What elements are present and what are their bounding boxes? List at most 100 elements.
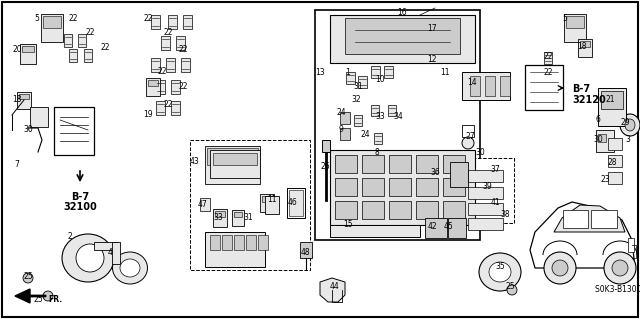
Text: 16: 16 (397, 8, 407, 17)
Text: 22: 22 (179, 82, 188, 91)
Bar (22, 46, 34, 52)
Bar (166, 58, 175, 72)
Bar (300, 242, 312, 258)
Bar (598, 88, 626, 126)
Bar (416, 178, 438, 196)
Bar (232, 210, 244, 226)
Ellipse shape (113, 252, 147, 284)
Text: FR.: FR. (48, 295, 62, 304)
Text: 5: 5 (35, 14, 40, 23)
Bar (330, 150, 475, 225)
Bar (345, 18, 460, 54)
Bar (335, 155, 357, 173)
Text: 19: 19 (143, 110, 153, 119)
Circle shape (552, 260, 568, 276)
Bar (210, 235, 220, 250)
Text: 26: 26 (320, 162, 330, 171)
Text: B-7: B-7 (71, 192, 89, 202)
Bar (608, 155, 622, 167)
Text: 22: 22 (543, 52, 553, 61)
Polygon shape (530, 202, 635, 268)
Bar (580, 41, 590, 47)
Text: 22: 22 (68, 14, 77, 23)
Bar (94, 242, 118, 250)
Bar (78, 33, 86, 47)
Circle shape (612, 260, 628, 276)
Bar (358, 76, 367, 88)
Bar (598, 134, 606, 142)
Text: 9: 9 (339, 125, 344, 134)
Text: 22: 22 (163, 100, 173, 109)
Bar (468, 187, 503, 199)
Bar (168, 15, 177, 29)
Bar (213, 209, 227, 227)
Bar (213, 153, 257, 165)
Bar (448, 218, 466, 238)
Bar (190, 140, 310, 270)
Text: 10: 10 (375, 75, 385, 84)
Text: 36: 36 (430, 168, 440, 177)
Bar (346, 72, 355, 84)
Bar (182, 15, 191, 29)
Polygon shape (15, 289, 30, 303)
Bar (175, 36, 184, 50)
Text: 42: 42 (427, 222, 437, 231)
Text: 31: 31 (353, 82, 363, 91)
Text: 18: 18 (12, 95, 22, 104)
Bar (262, 196, 272, 202)
Bar (544, 52, 552, 64)
Text: 2: 2 (68, 232, 72, 241)
Text: 20: 20 (12, 45, 22, 54)
Bar (362, 178, 384, 196)
Bar (170, 80, 179, 94)
Text: B-7: B-7 (572, 84, 590, 94)
Text: 17: 17 (427, 24, 437, 33)
Bar (388, 105, 396, 115)
Text: 34: 34 (393, 112, 403, 121)
Bar (210, 150, 260, 178)
Bar (416, 155, 438, 173)
Text: 7: 7 (15, 160, 19, 169)
Text: 30: 30 (593, 135, 603, 144)
Bar (470, 76, 480, 96)
Text: 8: 8 (374, 148, 380, 157)
Polygon shape (320, 278, 345, 302)
Circle shape (23, 273, 33, 283)
Bar (416, 201, 438, 219)
Bar (19, 93, 29, 99)
Circle shape (544, 252, 576, 284)
Bar (468, 218, 503, 230)
Bar (84, 48, 92, 62)
Bar (41, 14, 63, 42)
Bar (161, 36, 170, 50)
Bar (215, 211, 225, 217)
Text: 30: 30 (475, 148, 485, 157)
Bar (591, 210, 617, 228)
Bar (146, 78, 160, 96)
Ellipse shape (62, 234, 114, 282)
Bar (340, 128, 350, 140)
Bar (389, 155, 411, 173)
Circle shape (507, 285, 517, 295)
Bar (43, 16, 61, 28)
Text: 22: 22 (143, 14, 153, 23)
Text: 28: 28 (607, 158, 617, 167)
Text: 21: 21 (605, 95, 615, 104)
Bar (64, 33, 72, 47)
Text: 22: 22 (163, 28, 173, 37)
Bar (69, 48, 77, 62)
Text: 45: 45 (443, 222, 453, 231)
Text: 32: 32 (351, 95, 361, 104)
Bar (148, 80, 158, 86)
Text: 47: 47 (197, 200, 207, 209)
Text: 39: 39 (482, 182, 492, 191)
Text: 33: 33 (375, 112, 385, 121)
Text: 46: 46 (287, 198, 297, 207)
Ellipse shape (489, 262, 511, 282)
Text: 14: 14 (467, 78, 477, 87)
Bar (525, 65, 563, 110)
Text: 22: 22 (157, 67, 167, 76)
Text: 38: 38 (500, 210, 510, 219)
Bar (200, 198, 210, 211)
Bar (362, 155, 384, 173)
